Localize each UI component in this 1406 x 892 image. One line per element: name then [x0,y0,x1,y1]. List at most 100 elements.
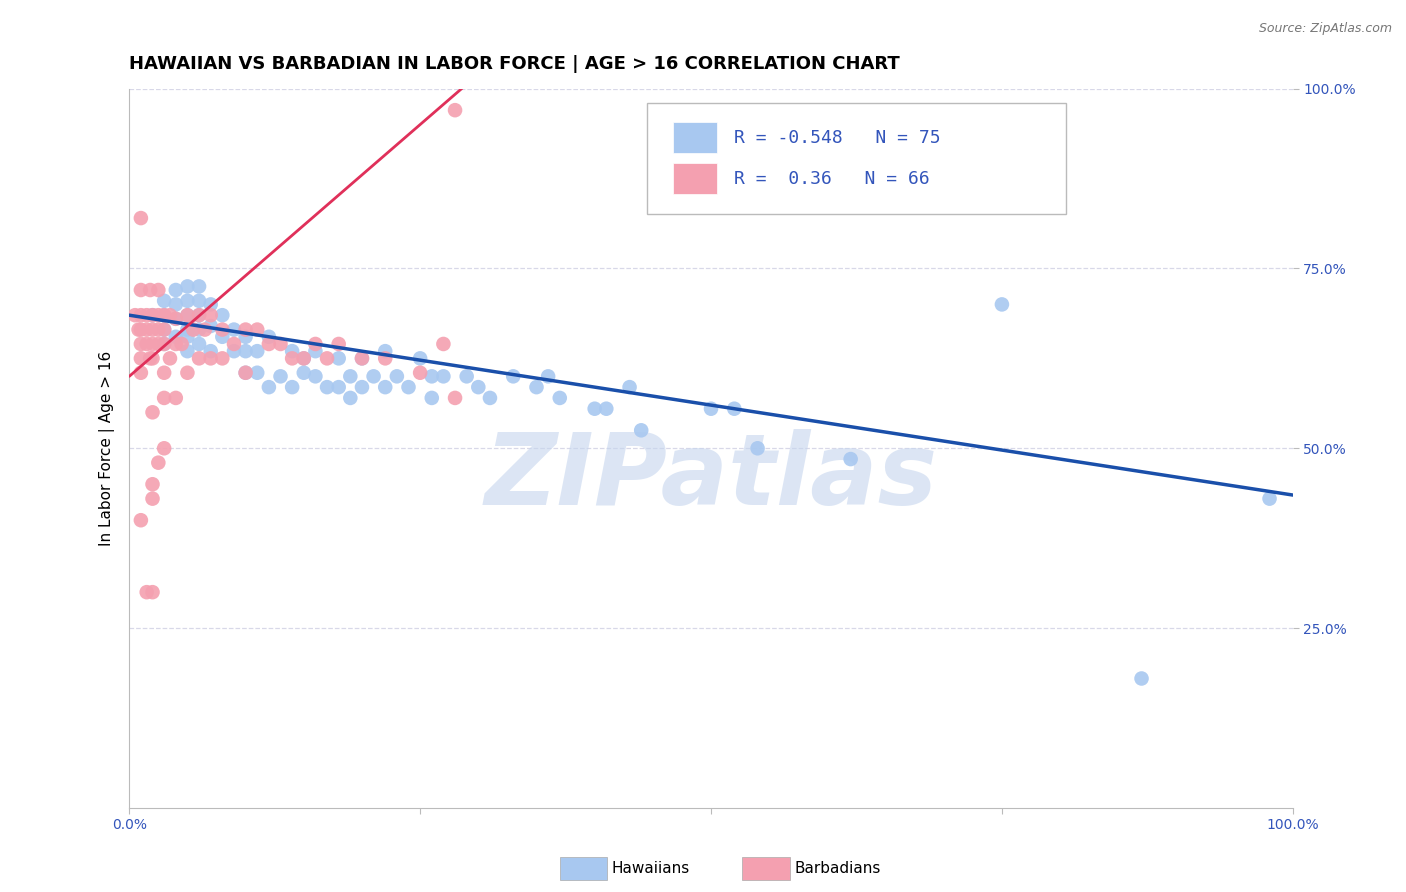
Point [304,344,326,359]
Point [339,391,361,405]
Point [139,351,162,366]
Point [398,380,420,394]
Point [316,380,339,394]
Point [1130,672,1153,686]
Point [281,380,304,394]
Bar [672,163,717,194]
Point [409,366,432,380]
Point [129,308,152,322]
Point [129,366,152,380]
Point [139,283,162,297]
Point [281,344,304,359]
Point [619,380,641,394]
Point [200,297,222,311]
Point [141,337,163,351]
Point [188,337,211,351]
Point [165,311,187,326]
Point [124,308,146,322]
Point [165,297,187,311]
Point [188,351,211,366]
Point [153,337,176,351]
Point [148,456,170,470]
Point [129,337,152,351]
Point [292,351,315,366]
Point [420,391,443,405]
Point [170,337,193,351]
Point [153,308,176,322]
Point [135,308,157,322]
Point [165,391,187,405]
Point [257,380,280,394]
Point [148,322,170,336]
Point [200,318,222,333]
Point [292,351,315,366]
Point [188,293,211,308]
Point [153,337,176,351]
Point [409,351,432,366]
Point [188,322,211,336]
Point [159,308,181,322]
Point [159,351,181,366]
Point [235,366,257,380]
Point [165,330,187,344]
Point [444,391,467,405]
Point [165,283,187,297]
Point [211,322,233,336]
Point [235,344,257,359]
Point [839,452,862,467]
Point [432,369,454,384]
Point [374,344,396,359]
Point [148,308,170,322]
Point [153,366,176,380]
Point [176,322,198,336]
Point [188,308,211,322]
Point [270,369,292,384]
Point [188,279,211,293]
Point [153,293,176,308]
Point [141,477,163,491]
Point [165,311,187,326]
Point [129,211,152,225]
Point [200,344,222,359]
Point [595,401,617,416]
Y-axis label: In Labor Force | Age > 16: In Labor Force | Age > 16 [100,351,115,546]
Point [153,442,176,456]
Point [141,322,163,336]
Point [211,351,233,366]
Point [350,380,373,394]
Point [700,401,723,416]
Point [176,308,198,322]
Text: Hawaiians: Hawaiians [612,862,690,876]
Point [153,391,176,405]
Point [176,344,198,359]
Bar [672,122,717,153]
Point [176,279,198,293]
Point [235,322,257,336]
Point [991,297,1014,311]
Point [316,351,339,366]
Point [141,405,163,419]
Point [246,366,269,380]
Point [537,369,560,384]
Point [385,369,408,384]
Point [148,337,170,351]
Point [176,366,198,380]
Point [281,351,304,366]
Point [222,344,245,359]
Point [363,369,385,384]
Text: HAWAIIAN VS BARBADIAN IN LABOR FORCE | AGE > 16 CORRELATION CHART: HAWAIIAN VS BARBADIAN IN LABOR FORCE | A… [129,55,900,73]
Point [432,337,454,351]
Point [1258,491,1281,506]
Point [148,283,170,297]
Point [176,293,198,308]
Point [374,380,396,394]
Point [467,380,489,394]
Point [135,585,157,599]
Point [188,308,211,322]
Point [257,337,280,351]
Point [222,337,245,351]
Point [141,351,163,366]
Point [141,308,163,322]
Point [583,401,606,416]
Point [141,308,163,322]
